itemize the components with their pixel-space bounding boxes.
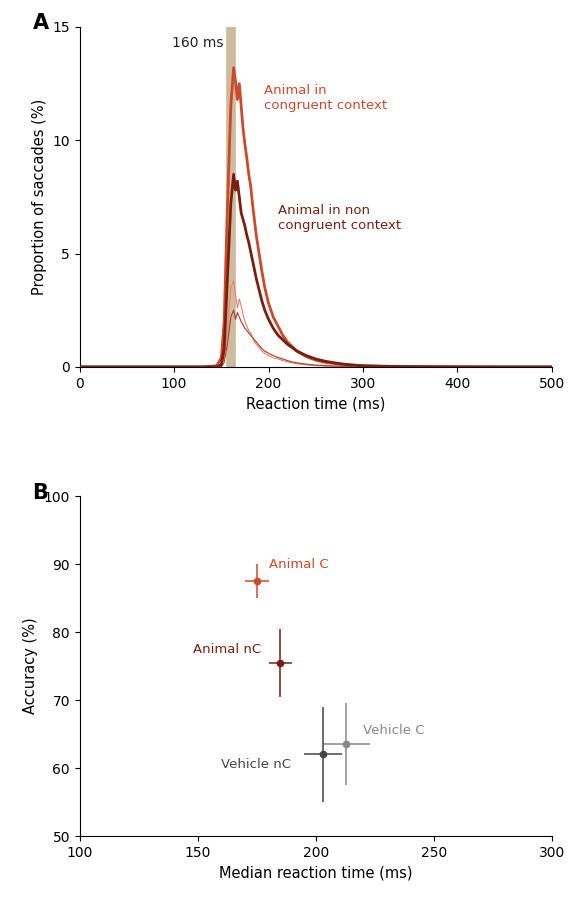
Text: Animal nC: Animal nC	[193, 643, 261, 656]
Text: A: A	[32, 13, 48, 33]
Y-axis label: Proportion of saccades (%): Proportion of saccades (%)	[32, 99, 47, 295]
Text: Animal in non
congruent context: Animal in non congruent context	[278, 204, 401, 232]
Text: B: B	[32, 483, 48, 503]
Text: Animal C: Animal C	[269, 558, 328, 571]
Text: Vehicle nC: Vehicle nC	[221, 759, 291, 771]
Text: Vehicle C: Vehicle C	[363, 725, 424, 737]
Text: 160 ms: 160 ms	[172, 36, 223, 50]
X-axis label: Reaction time (ms): Reaction time (ms)	[246, 396, 385, 411]
X-axis label: Median reaction time (ms): Median reaction time (ms)	[219, 866, 413, 880]
Text: Animal in
congruent context: Animal in congruent context	[264, 84, 387, 111]
Y-axis label: Accuracy (%): Accuracy (%)	[23, 618, 38, 715]
